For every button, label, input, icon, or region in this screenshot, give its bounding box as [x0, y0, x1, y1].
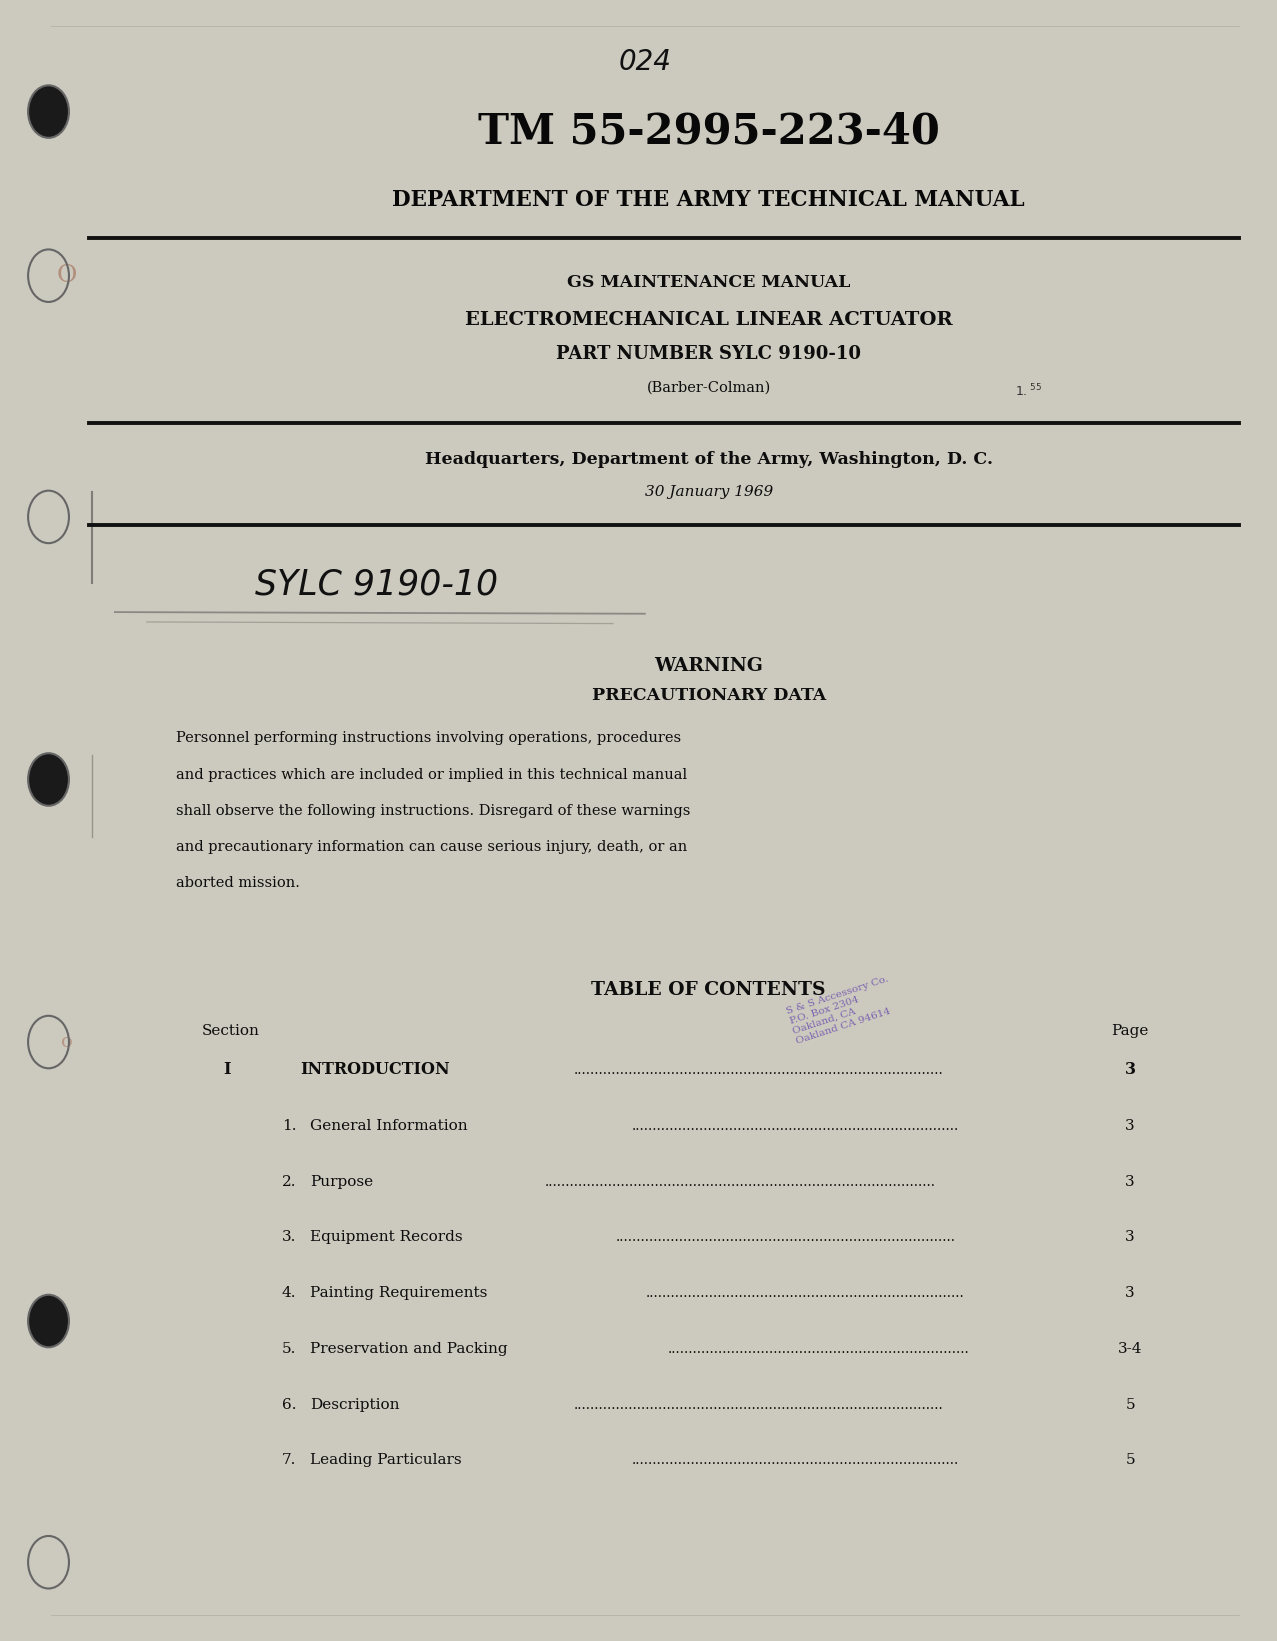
Text: 3.: 3.: [282, 1231, 296, 1244]
Text: Page: Page: [1111, 1024, 1149, 1037]
Text: Personnel performing instructions involving operations, procedures: Personnel performing instructions involv…: [176, 732, 682, 745]
Text: o: o: [60, 1034, 73, 1050]
Text: $1.^{55}$: $1.^{55}$: [1014, 382, 1042, 399]
Text: .............................................................................: ........................................…: [632, 1454, 959, 1467]
Text: 3: 3: [1125, 1062, 1135, 1078]
Text: and practices which are included or implied in this technical manual: and practices which are included or impl…: [176, 768, 687, 781]
Text: ................................................................................: ........................................…: [573, 1398, 944, 1411]
Text: O: O: [56, 264, 77, 287]
Text: PRECAUTIONARY DATA: PRECAUTIONARY DATA: [591, 688, 826, 704]
Text: 2.: 2.: [282, 1175, 296, 1188]
Text: 6.: 6.: [282, 1398, 296, 1411]
Text: SYLC 9190-10: SYLC 9190-10: [255, 568, 498, 601]
Text: 3: 3: [1125, 1119, 1135, 1132]
Text: 5: 5: [1125, 1454, 1135, 1467]
Text: Section: Section: [202, 1024, 259, 1037]
Text: 3: 3: [1125, 1287, 1135, 1300]
Text: ...........................................................................: ........................................…: [645, 1287, 964, 1300]
Text: shall observe the following instructions. Disregard of these warnings: shall observe the following instructions…: [176, 804, 691, 817]
Text: .............................................................................: ........................................…: [632, 1119, 959, 1132]
Text: 5.: 5.: [282, 1342, 296, 1355]
Text: ................................................................................: ........................................…: [573, 1063, 942, 1076]
Text: 30 January 1969: 30 January 1969: [645, 486, 773, 499]
Text: 4.: 4.: [282, 1287, 296, 1300]
Text: DEPARTMENT OF THE ARMY TECHNICAL MANUAL: DEPARTMENT OF THE ARMY TECHNICAL MANUAL: [392, 189, 1025, 212]
Text: ................................................................................: ........................................…: [617, 1231, 956, 1244]
Text: Leading Particulars: Leading Particulars: [310, 1454, 462, 1467]
Circle shape: [28, 1295, 69, 1347]
Text: (Barber-Colman): (Barber-Colman): [646, 381, 771, 394]
Text: 5: 5: [1125, 1398, 1135, 1411]
Circle shape: [28, 753, 69, 806]
Text: TM 55-2995-223-40: TM 55-2995-223-40: [478, 110, 940, 153]
Text: 3: 3: [1125, 1175, 1135, 1188]
Circle shape: [28, 85, 69, 138]
Text: Description: Description: [310, 1398, 400, 1411]
Text: Purpose: Purpose: [310, 1175, 373, 1188]
Text: 024: 024: [618, 48, 672, 77]
Text: 7.: 7.: [282, 1454, 296, 1467]
Text: 3-4: 3-4: [1117, 1342, 1143, 1355]
Text: GS MAINTENANCE MANUAL: GS MAINTENANCE MANUAL: [567, 274, 850, 290]
Text: I: I: [223, 1062, 231, 1078]
Text: .......................................................................: ........................................…: [668, 1342, 969, 1355]
Text: 3: 3: [1125, 1231, 1135, 1244]
Text: ................................................................................: ........................................…: [545, 1175, 936, 1188]
Text: S & S Accessory Co.
P.O. Box 2304
Oakland, CA
Oakland CA 94614: S & S Accessory Co. P.O. Box 2304 Oaklan…: [785, 975, 899, 1045]
Text: TABLE OF CONTENTS: TABLE OF CONTENTS: [591, 981, 826, 998]
Text: aborted mission.: aborted mission.: [176, 876, 300, 889]
Text: PART NUMBER SYLC 9190-10: PART NUMBER SYLC 9190-10: [557, 346, 861, 363]
Text: ELECTROMECHANICAL LINEAR ACTUATOR: ELECTROMECHANICAL LINEAR ACTUATOR: [465, 312, 953, 328]
Text: Painting Requirements: Painting Requirements: [310, 1287, 488, 1300]
Text: INTRODUCTION: INTRODUCTION: [300, 1062, 450, 1078]
Text: and precautionary information can cause serious injury, death, or an: and precautionary information can cause …: [176, 840, 687, 853]
Text: General Information: General Information: [310, 1119, 467, 1132]
Text: Equipment Records: Equipment Records: [310, 1231, 464, 1244]
Text: Headquarters, Department of the Army, Washington, D. C.: Headquarters, Department of the Army, Wa…: [425, 451, 992, 468]
Text: Preservation and Packing: Preservation and Packing: [310, 1342, 508, 1355]
Text: WARNING: WARNING: [654, 658, 764, 674]
Text: 1.: 1.: [282, 1119, 296, 1132]
